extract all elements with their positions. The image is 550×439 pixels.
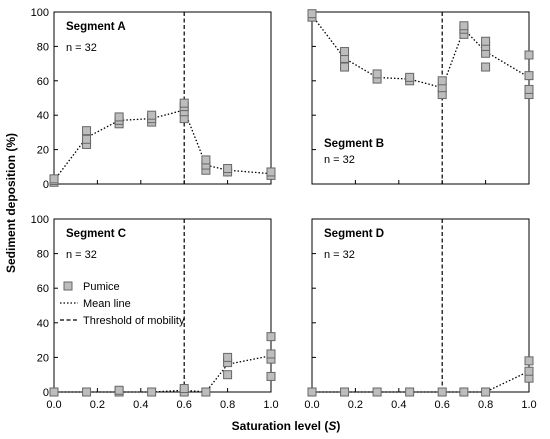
segment-d-title: Segment D: [324, 228, 384, 240]
segment-b-pumice-point: [481, 62, 491, 72]
segment-a-pumice-point: [266, 167, 276, 177]
segment-c-x-tick-label: 0.8: [220, 399, 235, 411]
legend: Pumice Mean line Threshold of mobility: [60, 281, 185, 327]
legend-pumice-label: Pumice: [83, 281, 120, 293]
segment-c-x-tick-label: 0.4: [133, 399, 148, 411]
segment-c-y-tick-label: 40: [37, 318, 49, 330]
segment-c-mean-line: [54, 355, 272, 393]
segment-b-pumice-point: [524, 84, 534, 94]
segment-c-title: Segment C: [66, 228, 126, 240]
segment-b-pumice-point: [372, 69, 382, 79]
segment-a-pumice-point: [114, 112, 124, 122]
segment-a-title: Segment A: [66, 21, 126, 33]
segment-d-pumice-point: [437, 387, 447, 397]
segment-b-pumice-point: [524, 71, 534, 81]
segment-a-pumice-point: [201, 155, 211, 165]
segment-d-x-tick-label: 0.2: [348, 399, 363, 411]
segment-a-pumice-point: [179, 98, 189, 108]
x-axis-title-close: ): [336, 419, 340, 433]
segment-a-y-tick-label: 0: [43, 179, 49, 191]
segment-c-pumice-point: [49, 387, 59, 397]
segment-b-pumice-point: [459, 21, 469, 31]
segment-d-pumice-point: [459, 387, 469, 397]
segment-c-pumice-point: [223, 370, 233, 380]
segment-d-pumice-point: [307, 387, 317, 397]
segment-b-pumice-point: [340, 62, 350, 72]
segment-c-y-tick-label: 20: [37, 352, 49, 364]
segment-b-pumice-point: [405, 72, 415, 82]
segment-a-y-tick-label: 100: [31, 7, 49, 19]
segment-c-pumice-point: [114, 385, 124, 395]
segment-b-sample-size: n = 32: [324, 154, 355, 166]
segment-b-pumice-point: [524, 50, 534, 60]
segment-a-y-tick-label: 20: [37, 145, 49, 157]
segment-a-sample-size: n = 32: [66, 42, 97, 54]
segment-a-pumice-point: [82, 126, 92, 136]
segment-c-x-tick-label: 0.2: [90, 399, 105, 411]
segment-b-title: Segment B: [324, 138, 384, 150]
segment-a-pumice-point: [147, 110, 157, 120]
segment-d-x-tick-label: 1.0: [521, 399, 536, 411]
segment-c-panel: 0 20 40 60 80 100 0.0 0.2 0.4 0.6 0.8 1.0 Segment C n…: [31, 214, 279, 411]
segment-c-x-tick-label: 1.0: [263, 399, 278, 411]
x-axis-title: Saturation level (S): [232, 419, 341, 433]
segment-a-y-tick-label: 40: [37, 110, 49, 122]
plot-layer: 0 20 40 60 80 100 Segment A n = 32 Segment B n = …: [31, 7, 537, 411]
segment-c-pumice-point: [266, 349, 276, 359]
segment-d-pumice-point: [405, 387, 415, 397]
segment-c-pumice-point: [82, 387, 92, 397]
segment-b-pumice-point: [307, 9, 317, 19]
segment-d-x-tick-label: 0.8: [478, 399, 493, 411]
legend-threshold-label: Threshold of mobility: [83, 315, 185, 327]
segment-d-x-tick-label: 0.6: [435, 399, 450, 411]
segment-c-pumice-point: [201, 387, 211, 397]
segment-d-x-tick-label: 0.4: [391, 399, 406, 411]
segment-d-plot-frame: [311, 218, 530, 393]
segment-c-plot-frame: [53, 218, 272, 393]
segment-d-pumice-point: [372, 387, 382, 397]
segment-a-y-tick-label: 80: [37, 41, 49, 53]
segment-c-y-tick-label: 80: [37, 249, 49, 261]
segment-c-pumice-point: [266, 332, 276, 342]
segment-d-x-tick-label: 0.0: [304, 399, 319, 411]
segment-a-pumice-point: [82, 134, 92, 144]
segment-b-panel: Segment B n = 32: [307, 9, 534, 185]
segment-b-pumice-point: [481, 36, 491, 46]
segment-d-sample-size: n = 32: [324, 249, 355, 261]
segment-a-pumice-point: [49, 174, 59, 184]
x-axis-title-variable: S: [328, 419, 336, 433]
y-axis-title: Sediment deposition (%): [4, 133, 18, 273]
segment-a-y-tick-label: 60: [37, 76, 49, 88]
segment-c-pumice-point: [223, 352, 233, 362]
segment-d-pumice-point: [524, 356, 534, 366]
segment-d-panel: 0.0 0.2 0.4 0.6 0.8 1.0 Segment D n = 32: [304, 218, 537, 411]
x-axis-title-main: Saturation level (: [232, 419, 329, 433]
segment-b-pumice-point: [340, 47, 350, 57]
segment-c-y-tick-label: 0: [43, 387, 49, 399]
segment-a-panel: 0 20 40 60 80 100 Segment A n = 32: [31, 7, 276, 191]
segment-c-pumice-point: [266, 371, 276, 381]
segment-c-x-tick-label: 0.6: [177, 399, 192, 411]
segment-d-pumice-point: [481, 387, 491, 397]
segment-a-pumice-point: [223, 164, 233, 174]
segment-d-pumice-point: [524, 366, 534, 376]
segment-c-sample-size: n = 32: [66, 249, 97, 261]
segment-b-pumice-point: [437, 76, 447, 86]
segment-a-plot-frame: [53, 11, 272, 185]
segment-d-pumice-point: [340, 387, 350, 397]
segment-c-y-tick-label: 100: [31, 214, 49, 226]
segment-c-y-tick-label: 60: [37, 283, 49, 295]
legend-mean-label: Mean line: [83, 298, 131, 310]
legend-pumice-marker: [63, 281, 73, 291]
segment-c-x-tick-label: 0.0: [46, 399, 61, 411]
segment-c-pumice-point: [147, 387, 157, 397]
segment-c-pumice-point: [179, 384, 189, 394]
